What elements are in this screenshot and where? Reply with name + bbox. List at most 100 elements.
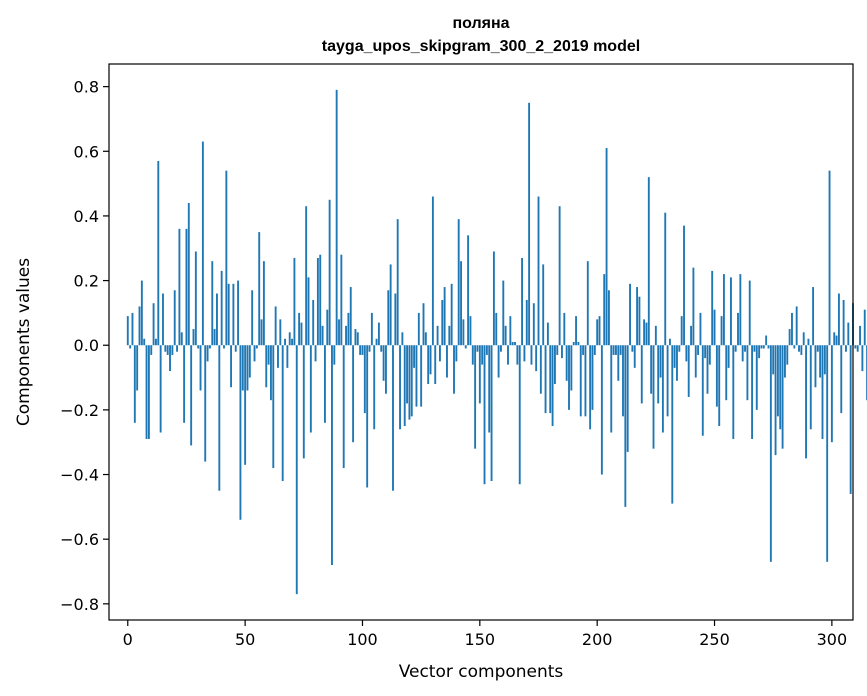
- bar-241: [692, 267, 695, 346]
- y-axis-label: Components values: [14, 258, 34, 426]
- bar-305: [842, 299, 845, 346]
- bar-205: [607, 290, 610, 346]
- bar-216: [633, 345, 636, 368]
- bar-155: [490, 345, 493, 481]
- bar-234: [676, 345, 678, 381]
- bar-287: [800, 345, 803, 355]
- bar-58: [262, 261, 265, 346]
- bar-199: [593, 345, 596, 355]
- bar-197: [589, 345, 592, 430]
- bar-95: [349, 287, 352, 346]
- bar-37: [213, 329, 216, 346]
- bar-283: [791, 312, 793, 346]
- bar-147: [471, 345, 474, 365]
- bar-89: [335, 89, 338, 346]
- bar-65: [279, 319, 282, 346]
- bar-275: [772, 345, 775, 375]
- bar-207: [612, 345, 615, 355]
- bar-112: [389, 264, 392, 346]
- bar-60: [267, 345, 270, 365]
- bar-154: [488, 345, 491, 433]
- bar-243: [697, 345, 700, 355]
- bar-176: [539, 345, 542, 394]
- bar-16: [164, 345, 167, 352]
- bar-26: [187, 203, 190, 346]
- bar-238: [685, 345, 688, 362]
- bar-23: [180, 332, 183, 346]
- bar-249: [711, 270, 714, 346]
- bar-187: [565, 345, 568, 381]
- bar-261: [739, 274, 742, 346]
- bar-145: [467, 235, 470, 346]
- bar-67: [284, 338, 286, 346]
- bar-200: [596, 319, 599, 346]
- bar-163: [509, 316, 512, 346]
- bar-2: [131, 312, 134, 346]
- bar-174: [535, 345, 538, 372]
- bar-118: [403, 345, 406, 427]
- bar-253: [720, 316, 723, 346]
- bar-292: [812, 287, 815, 346]
- bar-143: [462, 319, 465, 346]
- bar-210: [619, 345, 622, 355]
- bar-38: [216, 293, 218, 346]
- bar-248: [708, 345, 711, 365]
- bar-157: [495, 312, 498, 346]
- bar-306: [845, 345, 847, 352]
- bar-212: [624, 345, 627, 507]
- bar-41: [223, 345, 225, 349]
- bar-258: [732, 345, 735, 439]
- bar-213: [626, 345, 629, 452]
- plot-area-frame: [108, 63, 854, 621]
- bar-55: [255, 345, 258, 349]
- bar-87: [331, 345, 333, 566]
- bar-298: [826, 345, 829, 562]
- bar-299: [828, 170, 831, 346]
- bar-54: [253, 345, 256, 362]
- bar-232: [671, 345, 674, 504]
- bar-75: [302, 345, 305, 459]
- bar-294: [816, 345, 819, 352]
- bar-215: [631, 345, 634, 352]
- bar-4: [136, 345, 139, 391]
- bar-183: [556, 345, 559, 355]
- bar-153: [485, 345, 488, 355]
- y-axis-ticks: −0.8 −0.6 −0.4 −0.2 0.0 0.2 0.4 0.6 0.8: [60, 78, 109, 614]
- bar-302: [835, 335, 838, 346]
- bar-296: [821, 345, 824, 439]
- x-tick-label-4: 200: [582, 630, 613, 649]
- bar-47: [237, 280, 240, 346]
- bar-254: [722, 274, 725, 346]
- bar-46: [234, 345, 237, 352]
- bar-144: [464, 345, 467, 349]
- bar-94: [347, 312, 350, 346]
- bar-166: [516, 345, 519, 365]
- bar-136: [446, 345, 448, 378]
- bar-88: [333, 345, 336, 365]
- bar-17: [166, 345, 169, 355]
- y-tick-label-0: −0.8: [60, 595, 99, 614]
- bar-137: [448, 325, 451, 346]
- bar-208: [615, 345, 617, 355]
- bar-40: [220, 270, 223, 346]
- bar-15: [162, 293, 164, 346]
- bar-231: [668, 338, 671, 346]
- bar-236: [680, 316, 683, 346]
- bar-8: [145, 345, 148, 439]
- bar-277: [776, 345, 779, 417]
- bar-101: [363, 345, 366, 414]
- bar-19: [171, 345, 174, 355]
- bar-308: [849, 345, 852, 494]
- bar-63: [274, 306, 277, 346]
- bar-64: [277, 345, 279, 368]
- bar-90: [338, 319, 340, 346]
- bar-44: [230, 345, 232, 388]
- bar-115: [396, 219, 399, 346]
- x-axis-ticks: 0 50 100 150 200 250 300: [123, 620, 847, 649]
- bar-120: [408, 345, 411, 420]
- bar-263: [744, 345, 746, 352]
- bar-104: [370, 312, 373, 346]
- y-tick-label-7: 0.6: [74, 142, 99, 161]
- bar-74: [300, 322, 303, 346]
